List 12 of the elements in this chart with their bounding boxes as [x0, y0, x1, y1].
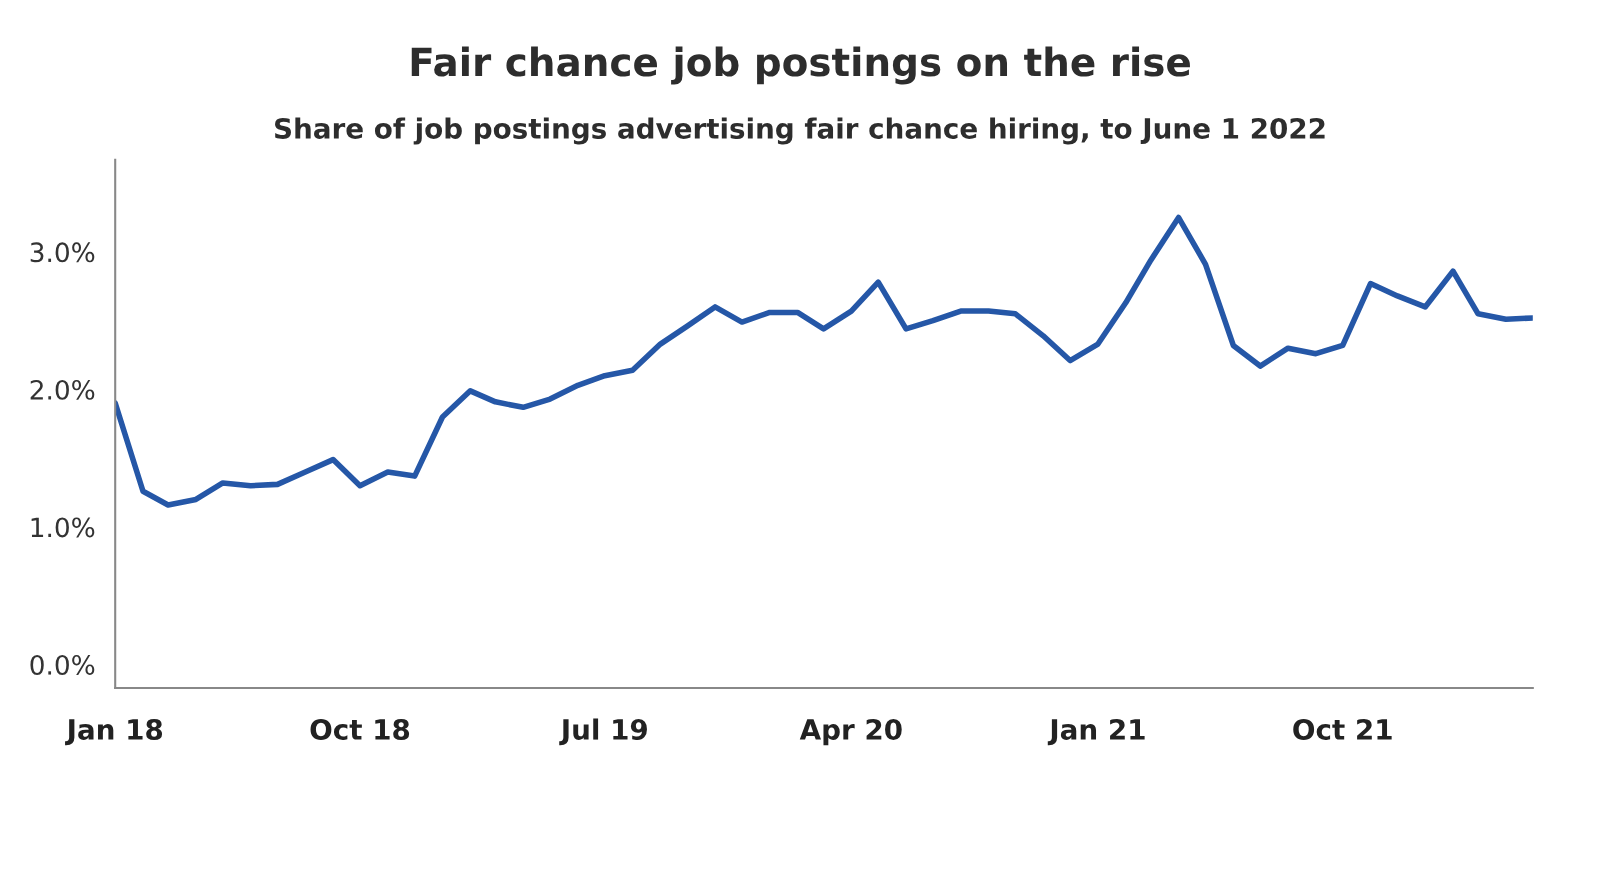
y-tick-label: 2.0% — [30, 379, 95, 400]
x-tick-label: Oct 21 — [1293, 718, 1392, 740]
x-tick-label: Apr 20 — [799, 718, 902, 746]
x-tick-label: Jan 18 — [65, 718, 163, 746]
x-tick-label: Oct 18 — [310, 718, 410, 740]
y-tick-label: 3.0% — [30, 242, 95, 263]
y-tick-label: 1.0% — [31, 517, 95, 538]
x-tick-label: Jan 21 — [1047, 718, 1145, 746]
y-tick-label: 0.0% — [30, 654, 95, 675]
chart-title: Fair chance job postings on the rise — [411, 46, 1190, 85]
chart-subtitle: Share of job postings advertising fair chance hiring, to June 1 2022 — [275, 117, 1325, 145]
x-tick-label: Jul 19 — [559, 718, 647, 746]
